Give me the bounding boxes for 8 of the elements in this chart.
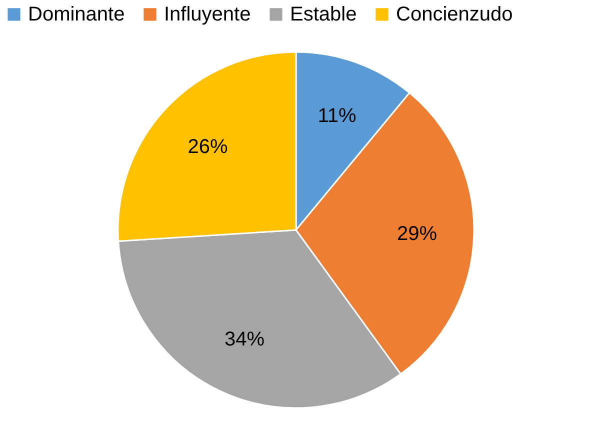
data-label: 34% <box>224 328 265 351</box>
legend-label: Dominante <box>28 3 125 26</box>
legend-label: Influyente <box>164 3 251 26</box>
data-label: 26% <box>188 136 228 158</box>
legend-label: Concienzudo <box>396 3 513 26</box>
data-label: 29% <box>396 222 438 245</box>
legend-label: Estable <box>290 3 357 26</box>
data-label: 11% <box>318 105 356 128</box>
